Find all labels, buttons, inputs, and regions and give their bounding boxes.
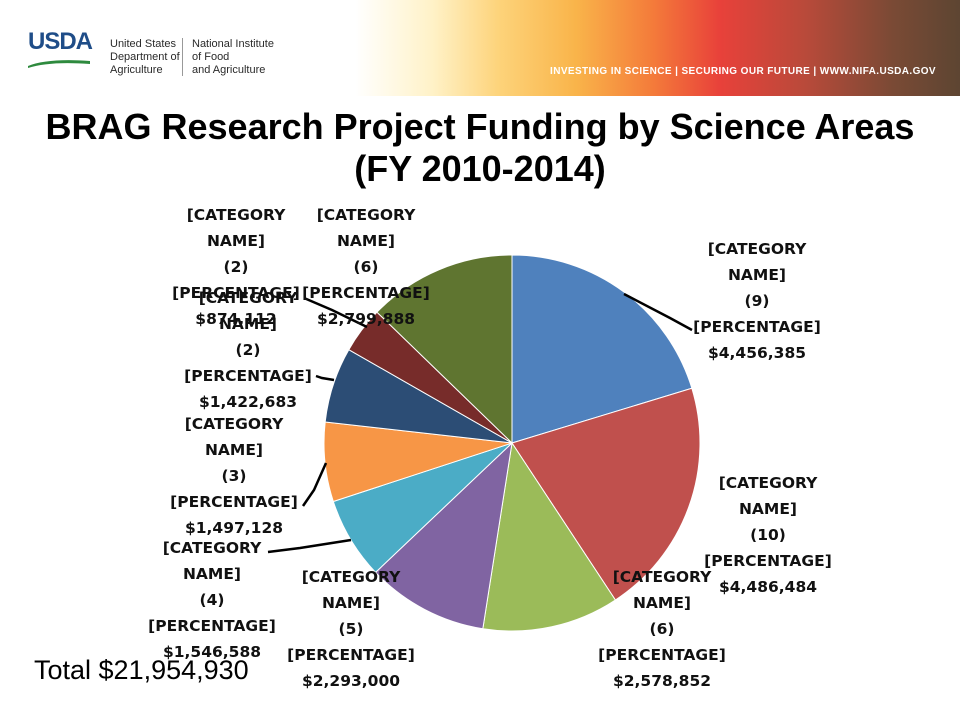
slice-value-label: $2,293,000 (302, 672, 400, 690)
slice-label-line: (9) (745, 292, 770, 310)
slice-label-line: [PERCENTAGE] (287, 646, 415, 664)
leader-line (623, 292, 693, 332)
header-banner: USDA United States Department of Agricul… (0, 0, 960, 96)
header-tagline: INVESTING IN SCIENCE | SECURING OUR FUTU… (550, 66, 936, 77)
title-line-2: (FY 2010-2014) (354, 148, 606, 189)
pie-slice (511, 387, 701, 601)
total-funding: Total $21,954,930 (34, 655, 249, 685)
slice-label-line: (2) (236, 341, 261, 359)
slice-label: [CATEGORY NAME] (2) [PERCENTAGE] $1,422,683 (184, 289, 312, 411)
slice-label-line: [PERCENTAGE] (184, 367, 312, 385)
title-line-1: BRAG Research Project Funding by Science… (45, 106, 915, 147)
slice-label-line: NAME] (633, 594, 691, 612)
slice-label-line: [CATEGORY (185, 415, 284, 433)
slice-label-line: NAME] (728, 266, 786, 284)
agency-name-nifa: National Institute of Food and Agricultu… (192, 38, 274, 77)
agency-line: and Agriculture (192, 64, 266, 76)
slice-label-line: [PERCENTAGE] (148, 617, 276, 635)
slice-label-line: [PERCENTAGE] (704, 552, 832, 570)
slice-label-line: (6) (354, 258, 379, 276)
slice-label: [CATEGORY NAME] (10) [PERCENTAGE] $4,486,484 (704, 474, 832, 596)
slice-label: [CATEGORY NAME] (5) [PERCENTAGE] $2,293,000 (287, 568, 415, 690)
agency-line: United States (110, 38, 177, 50)
slice-label-line: [PERCENTAGE] (302, 284, 430, 302)
slice-label-line: [CATEGORY (317, 206, 416, 224)
leader-line (315, 374, 335, 382)
slice-label: [CATEGORY NAME] (9) [PERCENTAGE] $4,456,385 (693, 240, 821, 362)
slice-label-line: [PERCENTAGE] (170, 493, 298, 511)
agency-line: National Institute (192, 38, 274, 50)
slice-label: [CATEGORY NAME] (4) [PERCENTAGE] $1,546,588 (148, 539, 276, 661)
slice-value-label: $4,486,484 (719, 578, 817, 596)
slice-label-line: NAME] (219, 315, 277, 333)
slice-label: [CATEGORY NAME] (3) [PERCENTAGE] $1,497,128 (170, 415, 298, 537)
slice-label-line: (6) (650, 620, 675, 638)
leader-lines (267, 292, 693, 554)
slice-label: [CATEGORY NAME] (6) [PERCENTAGE] $2,799,888 (302, 206, 430, 328)
usda-logo: USDA (28, 28, 93, 72)
slice-value-label: $1,546,588 (163, 643, 261, 661)
slice-value-label: $1,422,683 (199, 393, 297, 411)
agency-line: Agriculture (110, 64, 163, 76)
slice-label-line: NAME] (183, 565, 241, 583)
agency-line: Department of (110, 51, 180, 63)
slice-label-line: NAME] (337, 232, 395, 250)
pie-slice (376, 254, 513, 445)
slice-label-line: [CATEGORY (613, 568, 712, 586)
slice-label-line: [CATEGORY (187, 206, 286, 224)
slice-label-line: (10) (750, 526, 786, 544)
leader-line (301, 462, 328, 507)
leader-line (303, 296, 368, 329)
slice-label-line: NAME] (205, 441, 263, 459)
slice-label-line: (4) (200, 591, 225, 609)
pie-slice (374, 441, 513, 630)
header-gradient (0, 0, 960, 96)
pie-slice (511, 254, 693, 444)
slice-value-label: $874,112 (195, 310, 276, 328)
slice-label-line: NAME] (322, 594, 380, 612)
slice-label: [CATEGORY NAME] (2) [PERCENTAGE] $874,112 (172, 206, 300, 328)
slice-label-line: [CATEGORY (163, 539, 262, 557)
slice-label-line: NAME] (207, 232, 265, 250)
leader-line (267, 538, 352, 554)
slice-label-line: [CATEGORY (302, 568, 401, 586)
slice-label-line: [PERCENTAGE] (172, 284, 300, 302)
usda-wordmark: USDA (28, 28, 93, 55)
agency-divider (182, 38, 183, 76)
slice-value-label: $2,799,888 (317, 310, 415, 328)
slice-label-line: [PERCENTAGE] (693, 318, 821, 336)
slice-label-line: [CATEGORY (708, 240, 807, 258)
slice-label-line: [CATEGORY (199, 289, 298, 307)
usda-swoosh-icon (28, 60, 90, 68)
agency-line: of Food (192, 51, 230, 63)
slice-label-line: [PERCENTAGE] (598, 646, 726, 664)
slice-labels: [CATEGORY NAME] (9) [PERCENTAGE] $4,456,385[… (148, 206, 832, 690)
pie-slice (482, 441, 617, 632)
slice-label: [CATEGORY NAME] (6) [PERCENTAGE] $2,578,852 (598, 568, 726, 690)
page-title: BRAG Research Project Funding by Science… (0, 106, 960, 190)
slice-value-label: $2,578,852 (613, 672, 711, 690)
slice-label-line: (2) (224, 258, 249, 276)
pie-slices (323, 254, 701, 632)
slice-label-line: (5) (339, 620, 364, 638)
agency-name-usda: United States Department of Agriculture (110, 38, 180, 77)
slice-value-label: $1,497,128 (185, 519, 283, 537)
slice-label-line: (3) (222, 467, 247, 485)
slice-value-label: $4,456,385 (708, 344, 806, 362)
slice-label-line: NAME] (739, 500, 797, 518)
slice-label-line: [CATEGORY (719, 474, 818, 492)
